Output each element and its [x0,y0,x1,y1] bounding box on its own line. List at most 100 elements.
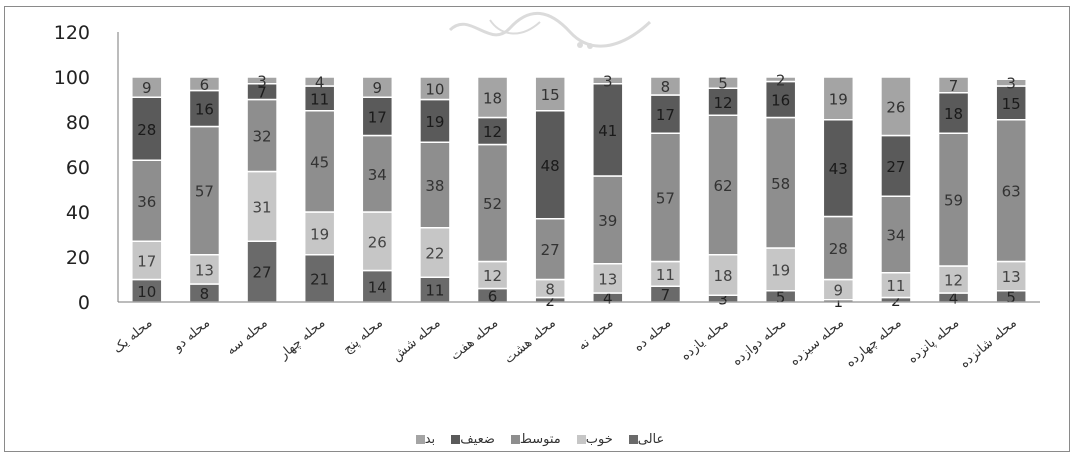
data-label: 11 [656,266,675,284]
data-label: 19 [771,261,790,279]
bar-segment [246,76,278,85]
data-label: 15 [541,86,560,104]
x-tick-label: محله پانزده [905,316,962,367]
bar-segment [419,276,451,303]
x-tick-label: محله دو [170,316,213,356]
data-label: 5 [718,75,728,93]
y-tick-label: 40 [66,202,90,224]
data-label: 4 [315,74,325,92]
data-label: 5 [776,288,786,306]
data-label: 27 [541,241,560,259]
bar-segment [880,76,912,137]
data-label: 21 [310,270,329,288]
data-label: 8 [545,281,555,299]
x-tick-label: محله هشت [502,316,559,367]
legend-label: ضعیف [460,432,495,447]
data-label: 6 [200,76,210,94]
bar-stack: 27 31 32 73 [246,72,278,303]
data-label: 8 [661,78,671,96]
legend-swatch [415,435,425,444]
bar-segment [188,76,221,92]
bar-segment [303,211,336,256]
data-label: 2 [891,292,901,310]
x-tick-label: محله یک [110,316,155,357]
data-label: 2 [776,71,786,89]
data-label: 19 [425,113,444,131]
data-label: 4 [949,290,959,308]
data-label: 16 [771,92,790,110]
bar-stack: 14 26 34 17 9 [361,76,394,303]
bar-segment [880,272,912,299]
bar-stack: 3 18 62 125 [707,75,739,309]
data-label: 14 [368,278,387,296]
data-label: 16 [195,101,214,119]
legend-item: خوب [573,432,613,447]
data-label: 7 [661,286,671,304]
y-tick-label: 20 [66,247,90,269]
bar-stack: 412 59 18 7 [937,76,970,308]
legend: عالی خوب متوسط ضعیف بد [0,432,1076,447]
data-label: 17 [368,108,387,126]
data-label: 62 [714,177,733,195]
data-label: 3 [257,72,267,90]
data-label: 32 [253,128,272,146]
data-label: 10 [425,80,444,98]
data-label: 11 [886,277,905,295]
data-label: 19 [829,90,848,108]
bar-segment [246,170,278,242]
y-tick-label: 120 [54,22,90,44]
y-tick-label: 100 [54,67,90,89]
x-tick-label: محله شش [389,316,443,365]
data-label: 17 [656,106,675,124]
legend-item: عالی [625,432,665,447]
data-label: 3 [1006,75,1016,93]
legend-swatch [451,435,461,444]
data-label: 12 [483,267,502,285]
data-label: 27 [886,158,905,176]
watermark-calligraphy [448,11,652,49]
bar-segment [707,76,739,89]
legend-swatch [628,435,638,444]
legend-swatch [510,435,520,444]
data-label: 26 [886,98,905,116]
bar-segment [822,215,855,281]
x-tick-label: محله دوازده [730,316,790,369]
bar-segment [476,76,509,119]
legend-label: خوب [585,432,613,447]
bar-segment [707,254,739,296]
bar-segment [707,114,739,256]
bar-segment [303,76,336,87]
bar-segment [822,76,855,121]
data-label: 18 [714,267,733,285]
x-tick-label: محله سیزده [787,316,847,370]
data-label: 52 [483,195,502,213]
bar-segment [592,83,624,177]
bar-segment [592,263,624,294]
legend-label: عالی [637,432,665,447]
data-label: 43 [829,160,848,178]
bar-segment [419,227,451,278]
data-label: 2 [545,292,555,310]
bar-segment [764,247,797,292]
bar-stack: 5 19 58 16 2 [764,71,797,306]
x-axis: محله یک محله دو محله سه محله چهار محله پنج مح… [110,301,1040,371]
data-label: 5 [1006,288,1016,306]
y-tick-label: 60 [66,157,90,179]
bar-segment [764,76,797,83]
data-label: 13 [1002,268,1021,286]
data-label: 57 [195,183,214,201]
bar-segment [592,76,624,85]
data-label: 15 [1002,95,1021,113]
data-label: 22 [425,245,444,263]
data-label: 12 [483,123,502,141]
legend-item: ضعیف [447,432,495,447]
bar-stack: 5 13 63 15 3 [995,75,1027,306]
data-label: 7 [949,77,959,95]
bar-segment [764,80,797,119]
bar-segment [937,132,970,267]
data-label: 9 [834,282,844,300]
x-tick-label: محله چهارده [843,316,904,371]
data-label: 57 [656,189,675,207]
bars-group: 1017362898135716627313273211945114142634… [131,71,1027,311]
